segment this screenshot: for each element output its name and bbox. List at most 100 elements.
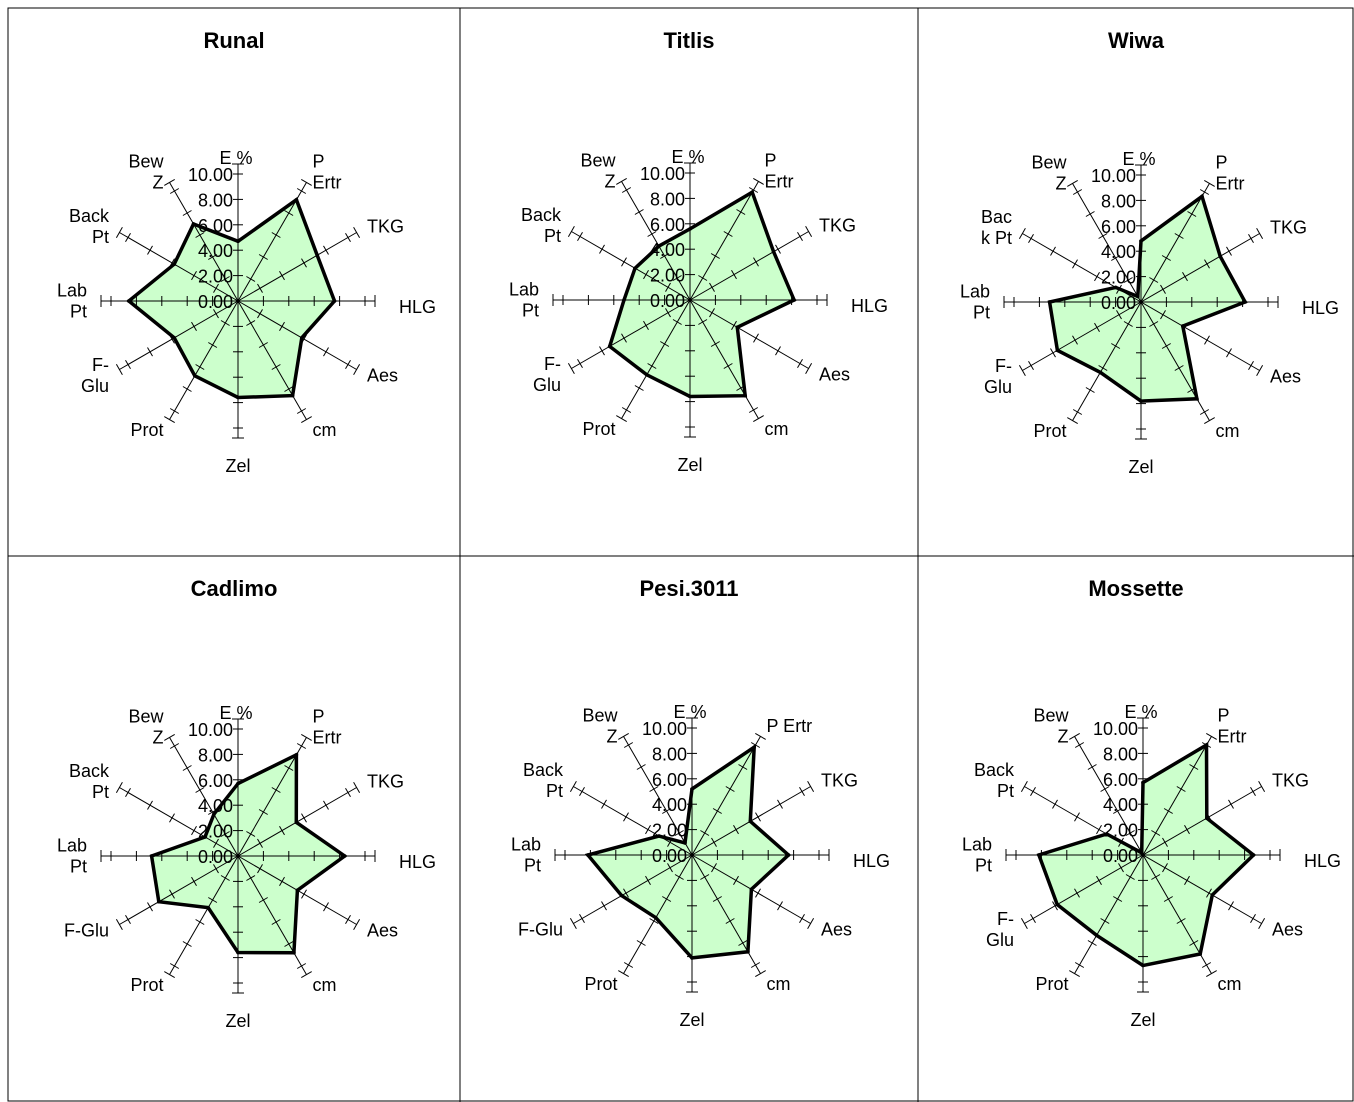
axis-end-cap	[807, 918, 815, 929]
axis-end-cap	[353, 919, 361, 930]
axis-tick	[1123, 321, 1133, 327]
axis-tick	[1189, 940, 1199, 946]
axis-tick	[1072, 409, 1083, 415]
axis-label: F-Glu	[81, 355, 109, 396]
axis-end-cap	[164, 733, 175, 741]
axis-label: E %	[219, 148, 252, 168]
axis-tick	[191, 321, 197, 331]
data-point	[236, 950, 240, 955]
axis-tick	[279, 826, 285, 836]
axis-tick	[777, 901, 783, 911]
radial-tick-label: 6.00	[1103, 770, 1138, 790]
axis-spoke	[1142, 854, 1262, 924]
axis-tick	[169, 889, 175, 899]
data-point	[657, 244, 661, 248]
axis-tick	[579, 786, 585, 797]
axis-spoke	[169, 182, 239, 302]
axis-end-cap	[115, 919, 123, 930]
axis-end-cap	[1067, 179, 1078, 187]
axis-tick	[1125, 830, 1135, 836]
data-point	[749, 887, 754, 892]
data-point	[203, 835, 207, 839]
axis-tick	[672, 275, 682, 281]
data-point	[1195, 397, 1199, 401]
axis-tick	[1094, 322, 1100, 332]
data-point	[1094, 933, 1099, 938]
axis-tick	[711, 837, 717, 847]
axis-tick	[1187, 211, 1197, 217]
radial-tick-label: 4.00	[650, 240, 685, 260]
outer-frame	[7, 7, 1354, 1102]
axis-label: Lab Pt	[57, 836, 87, 877]
axis-tick	[775, 244, 781, 254]
axis-end-cap	[353, 782, 361, 793]
axis-tick	[301, 889, 307, 899]
axis-label: Bew Z	[1031, 153, 1067, 194]
axis-tick	[1184, 875, 1190, 885]
axis-label: Aes	[819, 365, 850, 385]
axis-tick	[579, 913, 585, 924]
radial-tick-label: 0.00	[198, 292, 233, 312]
axis-label: Lab Pt	[962, 835, 992, 876]
axis-label: Prot	[1035, 974, 1068, 994]
axis-tick	[1184, 825, 1190, 835]
radial-tick-label: 8.00	[652, 744, 687, 764]
axis-tick	[712, 808, 722, 814]
axis-tick	[296, 743, 307, 749]
axis-label: Prot	[1033, 421, 1066, 441]
axis-tick	[1111, 343, 1121, 349]
axis-label: F-Glu	[984, 356, 1012, 397]
axis-spoke	[1074, 854, 1144, 974]
axis-tick	[323, 800, 329, 810]
axis-spoke	[119, 232, 239, 302]
data-point	[1139, 399, 1143, 403]
axis-label: Aes	[367, 366, 398, 386]
radar-chart-runal: Runal 0.00 2.00 4.00 6.00 8.00 10.00E % P Ertr TK…	[57, 28, 436, 476]
axis-tick	[1161, 343, 1171, 349]
axis-label: HLG	[853, 851, 890, 871]
data-point	[748, 819, 753, 824]
axis-label: Bew Z	[1033, 706, 1069, 747]
data-point	[1141, 780, 1145, 785]
axis-end-cap	[1204, 179, 1215, 187]
axis-label: P Ertr	[1216, 153, 1245, 194]
data-point	[1141, 963, 1145, 968]
axis-end-cap	[1020, 918, 1028, 929]
axis-label: Bew Z	[128, 152, 164, 193]
axis-label: HLG	[851, 296, 888, 316]
axis-end-cap	[805, 363, 813, 374]
axis-tick	[710, 253, 720, 259]
axis-tick	[284, 765, 294, 771]
axis-tick	[660, 341, 670, 347]
axis-spoke	[1140, 183, 1210, 303]
axis-end-cap	[567, 363, 575, 374]
axis-label: E %	[671, 147, 704, 167]
chart-title: Pesi.3011	[639, 576, 738, 601]
axis-tick	[711, 863, 717, 873]
radial-tick-label: 6.00	[650, 215, 685, 235]
radial-tick-label: 2.00	[650, 266, 685, 286]
radar-chart-titlis: Titlis 0.00 2.00 4.00 6.00 8.00 10.00E % P Ertr T…	[509, 28, 888, 475]
axis-end-cap	[301, 416, 312, 424]
data-point	[1055, 348, 1060, 353]
axis-label: cm	[1218, 974, 1242, 994]
data-point	[688, 227, 692, 231]
axis-tick	[147, 347, 153, 357]
axis-tick	[709, 282, 715, 292]
axis-spoke	[621, 299, 691, 419]
axis-tick	[323, 245, 329, 255]
axis-label: Zel	[679, 1010, 704, 1030]
radial-tick-label: 0.00	[652, 846, 687, 866]
axis-spoke	[237, 300, 357, 370]
axis-label: Back Pt	[69, 206, 110, 247]
data-point	[607, 344, 612, 349]
axis-tick	[301, 258, 307, 268]
axis-tick	[1111, 255, 1121, 261]
radial-tick-label: 8.00	[1103, 744, 1138, 764]
axis-end-cap	[301, 971, 312, 979]
axis-spoke	[1142, 736, 1212, 856]
chart-title: Wiwa	[1108, 28, 1165, 53]
axis-label: TKG	[367, 217, 404, 237]
axis-tick	[736, 209, 746, 215]
axis-tick	[1248, 233, 1254, 244]
